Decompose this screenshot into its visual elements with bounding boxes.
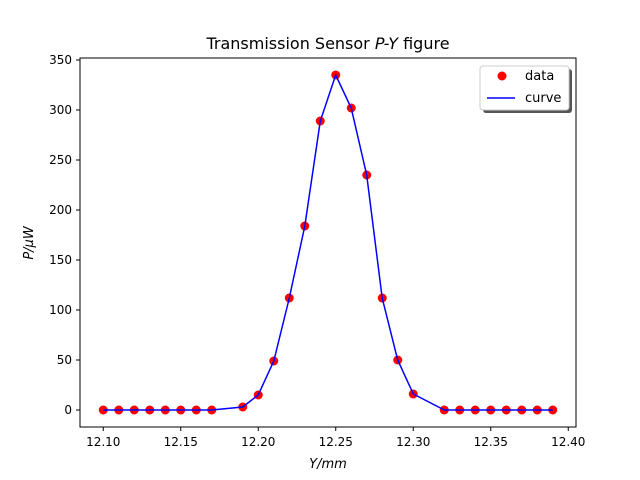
y-tick-label: 50: [57, 353, 72, 367]
chart-title: Transmission Sensor P-Y figure: [205, 34, 449, 53]
legend-curve-label: curve: [525, 91, 561, 106]
x-tick-label: 12.40: [551, 435, 585, 449]
x-tick-label: 12.30: [396, 435, 430, 449]
chart-title-suffix: figure: [398, 34, 450, 53]
y-tick-label: 150: [49, 253, 72, 267]
x-tick-label: 12.10: [86, 435, 120, 449]
series-layer: [98, 70, 558, 415]
y-axis-ticks: 0 50 100 150 200 250 300 350: [49, 53, 80, 417]
x-axis-ticks: 12.10 12.15 12.20 12.25 12.30 12.35 12.40: [86, 427, 585, 449]
curve-line: [103, 72, 553, 411]
chart-title-prefix: Transmission Sensor: [205, 34, 374, 53]
legend: data curve: [479, 65, 572, 113]
y-tick-label: 100: [49, 303, 72, 317]
plot-area: 12.10 12.15 12.20 12.25 12.30 12.35 12.40 0 50 1…: [49, 53, 585, 449]
y-axis-label: P/μW: [22, 225, 37, 259]
y-tick-label: 250: [49, 153, 72, 167]
y-tick-label: 0: [64, 403, 72, 417]
x-tick-label: 12.20: [241, 435, 275, 449]
legend-data-marker: [497, 71, 507, 81]
y-tick-label: 200: [49, 203, 72, 217]
x-axis-label: Y/mm: [309, 457, 347, 472]
y-tick-label: 300: [49, 103, 72, 117]
y-tick-label: 350: [49, 53, 72, 67]
x-tick-label: 12.35: [474, 435, 508, 449]
legend-data-label: data: [525, 69, 554, 84]
chart-title-italic: P-Y: [375, 34, 399, 53]
x-tick-label: 12.25: [319, 435, 353, 449]
axes-frame: [79, 57, 577, 428]
x-tick-label: 12.15: [164, 435, 198, 449]
